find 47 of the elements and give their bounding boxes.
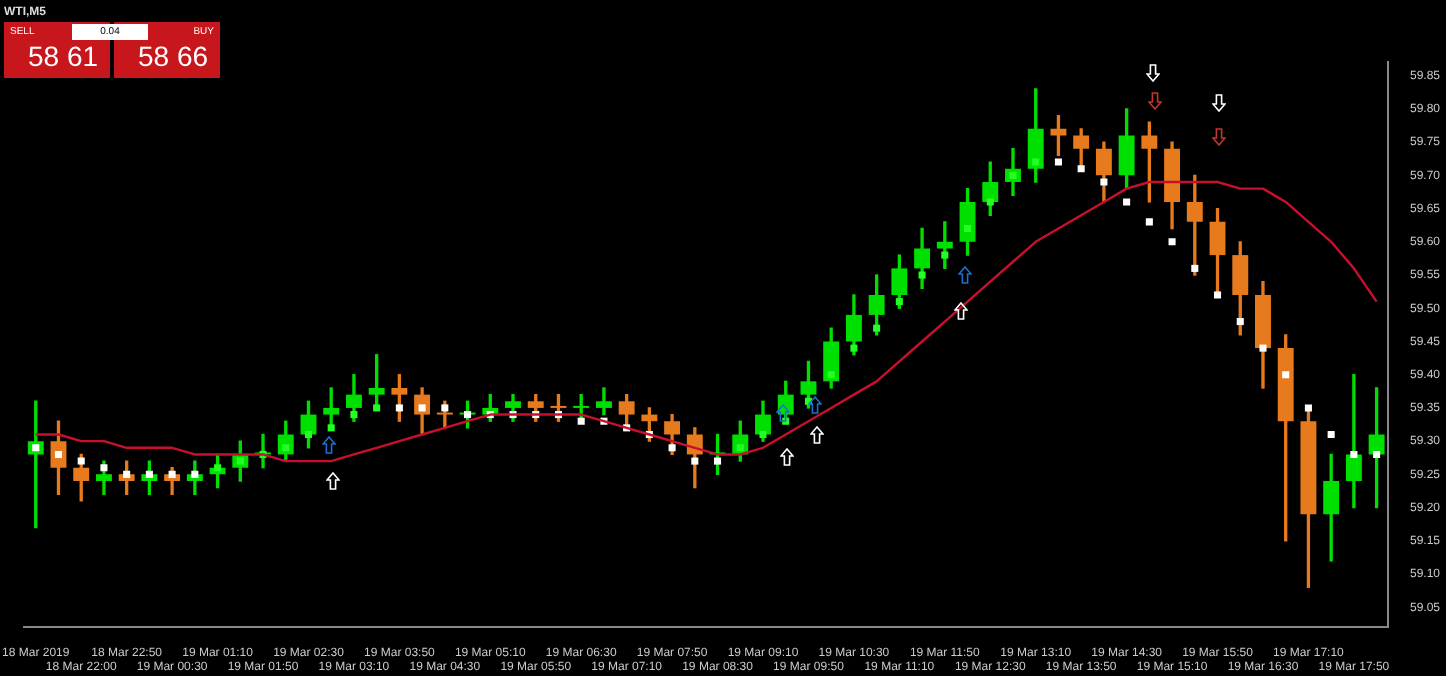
point	[759, 430, 767, 439]
point	[214, 464, 222, 472]
point	[1213, 291, 1222, 299]
point	[827, 371, 835, 379]
point	[145, 470, 153, 478]
point	[1123, 198, 1131, 206]
candlestick	[595, 387, 612, 416]
point	[986, 198, 994, 206]
candlestick	[1345, 374, 1362, 509]
point	[714, 457, 722, 465]
point	[1259, 344, 1267, 352]
point	[577, 417, 585, 425]
point	[668, 444, 676, 452]
annotation: 58 61	[28, 40, 99, 72]
point	[77, 457, 85, 465]
annotation: 58 66	[138, 40, 209, 72]
point	[1327, 430, 1335, 439]
point	[895, 298, 903, 306]
point	[191, 470, 199, 478]
point	[441, 404, 449, 412]
point	[464, 411, 472, 419]
point	[168, 470, 176, 478]
point	[1282, 371, 1290, 379]
point	[918, 271, 926, 279]
point	[1304, 404, 1312, 412]
point	[304, 430, 313, 439]
point	[1191, 264, 1199, 272]
point	[1236, 318, 1244, 326]
point	[1168, 238, 1176, 246]
point	[1373, 450, 1381, 458]
point	[1054, 158, 1062, 166]
point	[327, 424, 335, 432]
point	[123, 470, 131, 478]
point	[373, 404, 381, 412]
point	[1032, 158, 1040, 166]
point	[1145, 218, 1153, 226]
point	[873, 324, 881, 332]
point	[1350, 450, 1358, 458]
point	[850, 344, 858, 352]
point	[395, 404, 403, 412]
point	[1077, 165, 1085, 173]
point	[964, 224, 972, 233]
point	[941, 251, 949, 259]
point	[100, 464, 108, 472]
point	[1100, 178, 1108, 186]
point	[691, 457, 699, 465]
point	[350, 411, 358, 419]
